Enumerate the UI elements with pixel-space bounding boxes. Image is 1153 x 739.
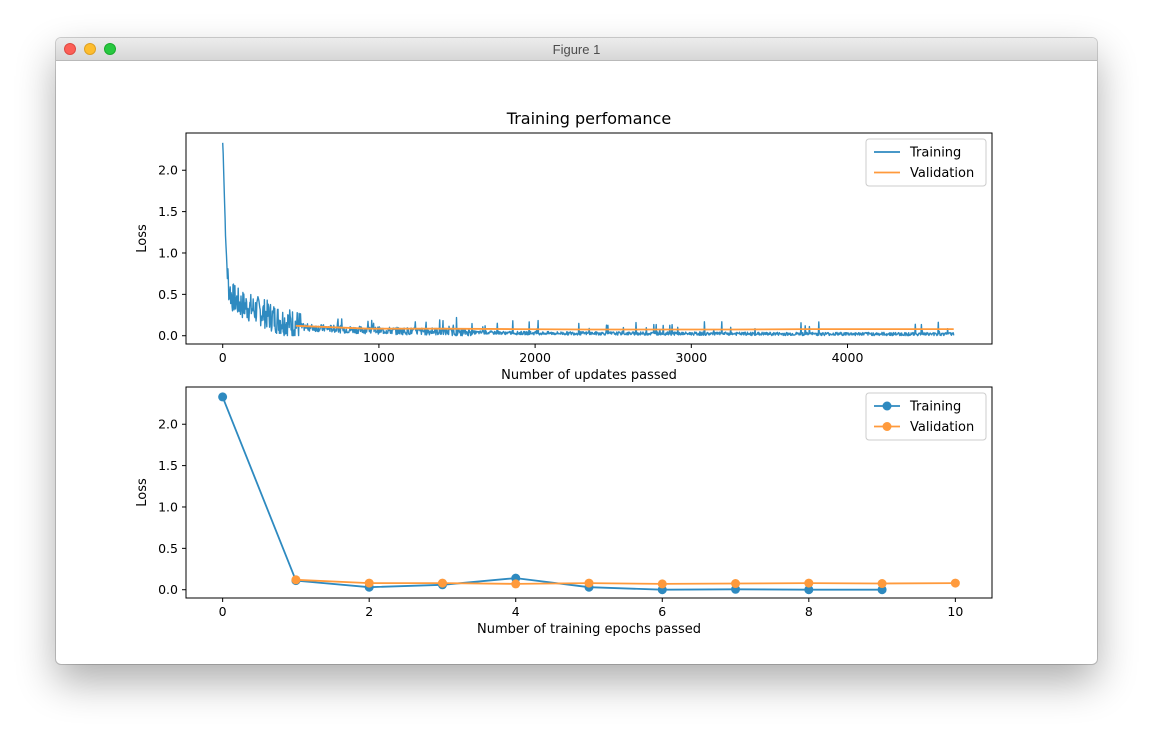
chart-title: Training perfomance bbox=[506, 109, 671, 128]
y-tick-label: 0.5 bbox=[158, 287, 178, 302]
data-point-validation bbox=[364, 578, 374, 588]
x-tick-label: 3000 bbox=[675, 350, 707, 365]
y-tick-label: 1.0 bbox=[158, 245, 178, 260]
data-point-validation bbox=[437, 578, 447, 588]
legend: Training Validation bbox=[865, 138, 987, 187]
title-bar: Figure 1 bbox=[56, 38, 1097, 61]
minimize-window-button[interactable] bbox=[84, 43, 96, 55]
y-axis-label: Loss bbox=[135, 224, 150, 253]
data-point-training bbox=[218, 392, 228, 402]
y-tick-label: 0.5 bbox=[158, 541, 178, 556]
legend-label-validation: Validation bbox=[910, 420, 974, 435]
data-point-validation bbox=[804, 578, 814, 588]
data-point-validation bbox=[584, 578, 594, 588]
legend-box bbox=[865, 392, 987, 441]
legend-label-training: Training bbox=[909, 400, 961, 415]
legend-marker-training bbox=[882, 401, 892, 411]
axes-frame bbox=[185, 132, 993, 345]
x-tick-label: 0 bbox=[219, 350, 227, 365]
x-tick-label: 10 bbox=[947, 604, 963, 619]
x-tick-label: 4 bbox=[512, 604, 520, 619]
x-tick-label: 8 bbox=[805, 604, 813, 619]
y-tick-label: 0.0 bbox=[158, 582, 178, 597]
data-point-validation bbox=[950, 578, 960, 588]
close-window-button[interactable] bbox=[64, 43, 76, 55]
legend-label-training: Training bbox=[909, 146, 961, 161]
series-line-validation bbox=[295, 578, 956, 585]
y-tick-label: 2.0 bbox=[158, 417, 178, 432]
subplot-2: 0 2 4 6 8 10 0.0 0.5 1.0 1.5 2.0 Number of training… bbox=[135, 386, 993, 637]
data-point-validation bbox=[877, 579, 887, 589]
legend: Training Validation bbox=[865, 392, 987, 441]
series-line-training bbox=[222, 142, 955, 337]
data-point-validation bbox=[731, 579, 741, 589]
y-tick-label: 0.0 bbox=[158, 328, 178, 343]
figure-window: Figure 1 Training perfomance 0 1000 2000 300… bbox=[56, 38, 1097, 664]
data-point-validation bbox=[291, 575, 301, 585]
x-axis-label: Number of training epochs passed bbox=[477, 622, 701, 637]
subplot-1: Training perfomance 0 1000 2000 3000 4000 0.0 0… bbox=[135, 109, 993, 383]
figure-canvas: Training perfomance 0 1000 2000 3000 4000 0.0 0… bbox=[56, 60, 1097, 664]
series-line-training bbox=[221, 396, 883, 591]
x-tick-label: 2 bbox=[365, 604, 373, 619]
series-line-validation bbox=[295, 324, 954, 331]
data-point-validation bbox=[511, 579, 521, 589]
data-point-training bbox=[877, 585, 887, 595]
y-tick-label: 1.5 bbox=[158, 204, 178, 219]
x-tick-label: 6 bbox=[658, 604, 666, 619]
maximize-window-button[interactable] bbox=[104, 43, 116, 55]
data-point-validation bbox=[657, 579, 667, 589]
x-tick-label: 4000 bbox=[832, 350, 864, 365]
x-tick-label: 2000 bbox=[519, 350, 551, 365]
legend-box bbox=[865, 138, 987, 187]
y-tick-label: 1.5 bbox=[158, 458, 178, 473]
y-tick-label: 1.0 bbox=[158, 499, 178, 514]
axes-frame bbox=[185, 386, 993, 599]
data-point-training bbox=[804, 585, 814, 595]
x-tick-label: 0 bbox=[219, 604, 227, 619]
y-axis-label: Loss bbox=[135, 478, 150, 507]
window-title: Figure 1 bbox=[552, 42, 601, 57]
x-tick-label: 1000 bbox=[363, 350, 395, 365]
legend-label-validation: Validation bbox=[910, 166, 974, 181]
y-tick-label: 2.0 bbox=[158, 163, 178, 178]
x-axis-label: Number of updates passed bbox=[501, 368, 677, 383]
legend-marker-validation bbox=[882, 422, 892, 431]
